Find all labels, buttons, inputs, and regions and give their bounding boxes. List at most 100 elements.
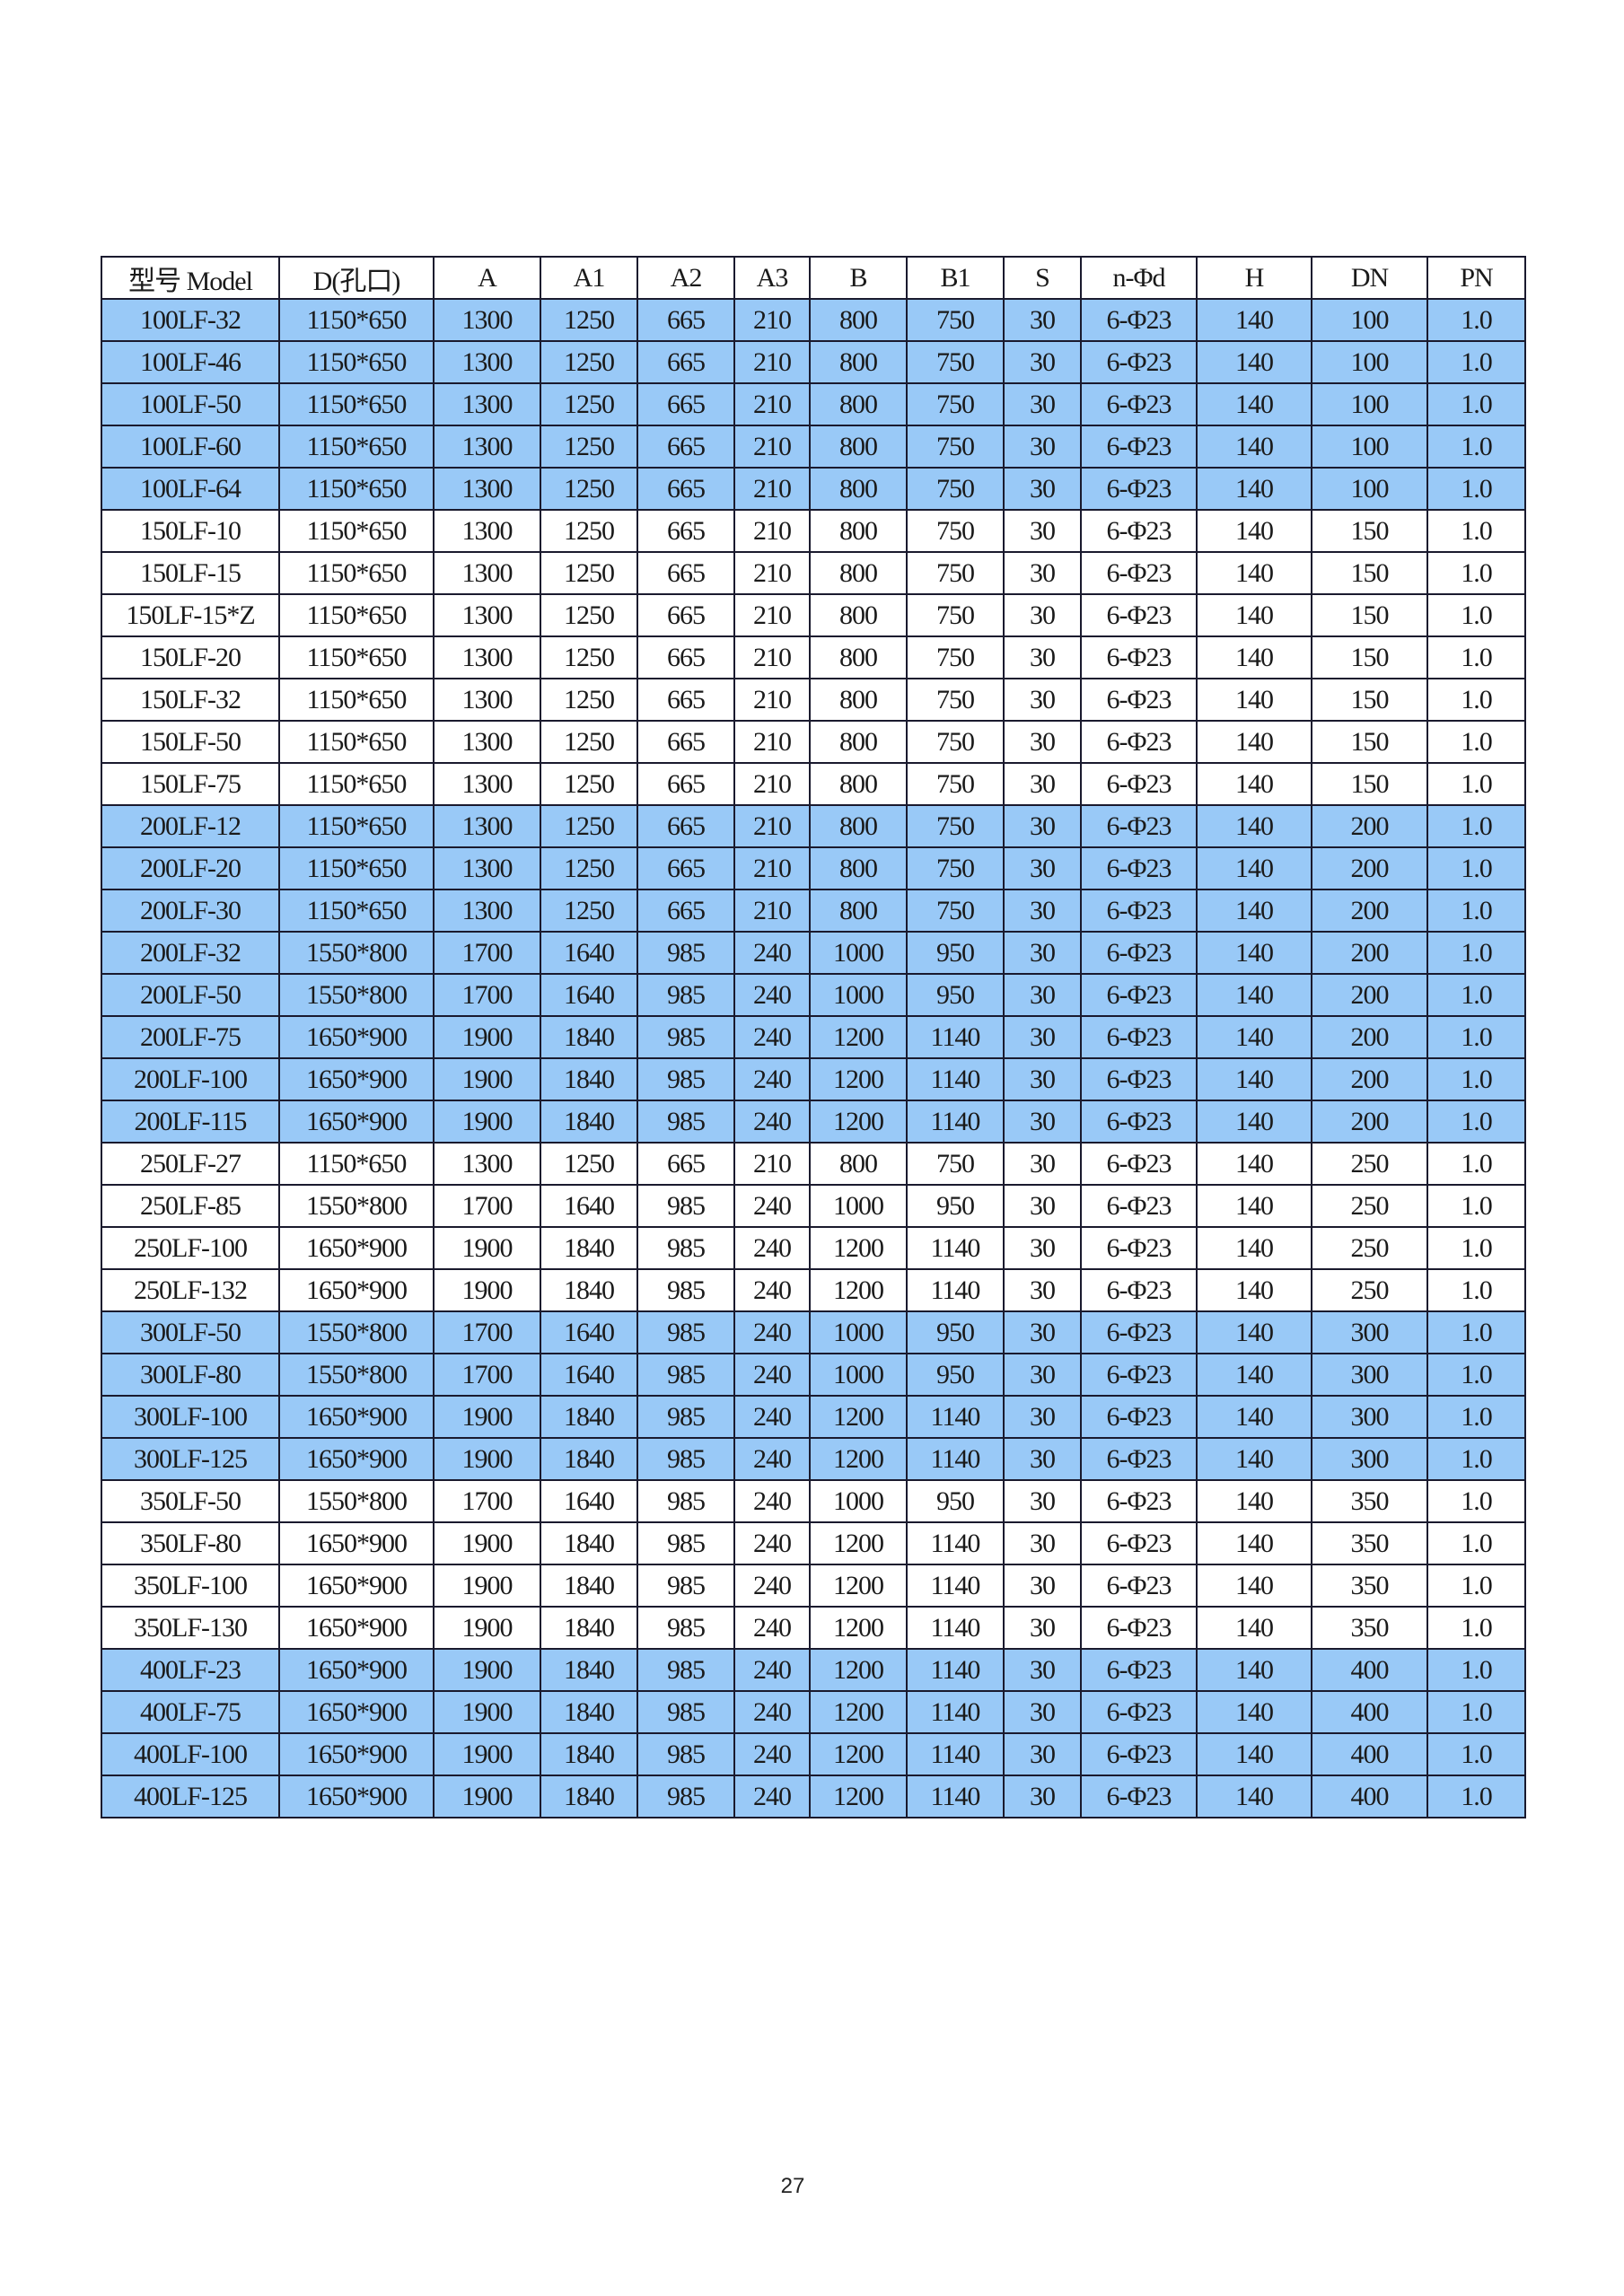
table-cell: 800 [809, 467, 908, 511]
table-cell: 1.0 [1426, 931, 1526, 975]
table-cell: 1900 [433, 1100, 541, 1144]
table-cell: 1250 [540, 509, 638, 553]
table-row: 200LF-20 1150*650 1300 1250 665 210 800 750 30 6-… [101, 846, 1526, 890]
table-cell: 6-Φ23 [1080, 1648, 1198, 1692]
table-cell: 300 [1311, 1353, 1428, 1397]
model-cell: 300LF-50 [101, 1310, 280, 1354]
table-cell: 240 [733, 1310, 811, 1354]
model-cell: 200LF-100 [101, 1057, 280, 1101]
table-cell: 200 [1311, 931, 1428, 975]
table-cell: 240 [733, 1690, 811, 1734]
table-cell: 30 [1003, 846, 1082, 890]
model-cell: 250LF-132 [101, 1268, 280, 1312]
table-cell: 6-Φ23 [1080, 1184, 1198, 1228]
table-cell: 1300 [433, 425, 541, 469]
table-cell: 1150*650 [278, 467, 435, 511]
table-cell: 1250 [540, 635, 638, 679]
table-cell: 1000 [809, 931, 908, 975]
table-cell: 1650*900 [278, 1521, 435, 1565]
table-cell: 6-Φ23 [1080, 678, 1198, 722]
table-cell: 800 [809, 425, 908, 469]
table-cell: 6-Φ23 [1080, 804, 1198, 848]
table-cell: 250 [1311, 1142, 1428, 1186]
table-cell: 30 [1003, 1353, 1082, 1397]
table-cell: 1140 [906, 1015, 1005, 1059]
table-cell: 1650*900 [278, 1775, 435, 1818]
table-cell: 985 [636, 1015, 735, 1059]
table-cell: 1840 [540, 1648, 638, 1692]
table-cell: 30 [1003, 340, 1082, 384]
table-cell: 1140 [906, 1690, 1005, 1734]
table-cell: 750 [906, 551, 1005, 595]
table-cell: 350 [1311, 1606, 1428, 1650]
table-cell: 750 [906, 720, 1005, 764]
table-cell: 30 [1003, 1564, 1082, 1608]
table-cell: 750 [906, 762, 1005, 806]
table-cell: 1150*650 [278, 509, 435, 553]
table-cell: 30 [1003, 1395, 1082, 1439]
table-cell: 750 [906, 678, 1005, 722]
table-cell: 1140 [906, 1268, 1005, 1312]
table-cell: 800 [809, 762, 908, 806]
table-row: 100LF-32 1150*650 1300 1250 665 210 800 750 30 6-… [101, 298, 1526, 342]
model-cell: 250LF-100 [101, 1226, 280, 1270]
table-cell: 140 [1196, 678, 1312, 722]
table-cell: 240 [733, 1521, 811, 1565]
table-cell: 1.0 [1426, 1437, 1526, 1481]
table-cell: 1300 [433, 509, 541, 553]
table-cell: 6-Φ23 [1080, 1437, 1198, 1481]
table-cell: 150 [1311, 762, 1428, 806]
table-cell: 400 [1311, 1732, 1428, 1776]
table-cell: 1840 [540, 1268, 638, 1312]
table-cell: 1150*650 [278, 340, 435, 384]
table-cell: 140 [1196, 593, 1312, 637]
table-cell: 1.0 [1426, 551, 1526, 595]
table-cell: 950 [906, 973, 1005, 1017]
table-cell: 240 [733, 1606, 811, 1650]
table-cell: 30 [1003, 1437, 1082, 1481]
table-cell: 1.0 [1426, 1648, 1526, 1692]
table-cell: 6-Φ23 [1080, 1226, 1198, 1270]
table-cell: 140 [1196, 340, 1312, 384]
table-cell: 800 [809, 678, 908, 722]
table-cell: 800 [809, 1142, 908, 1186]
table-cell: 30 [1003, 1015, 1082, 1059]
table-cell: 240 [733, 1353, 811, 1397]
table-cell: 140 [1196, 1142, 1312, 1186]
table-cell: 1300 [433, 804, 541, 848]
table-cell: 30 [1003, 1479, 1082, 1523]
table-cell: 950 [906, 1353, 1005, 1397]
table-cell: 1.0 [1426, 1479, 1526, 1523]
table-cell: 150 [1311, 635, 1428, 679]
table-cell: 1.0 [1426, 1015, 1526, 1059]
model-cell: 100LF-50 [101, 382, 280, 426]
table-row: 200LF-50 1550*800 1700 1640 985 240 1000 950 30 6… [101, 973, 1526, 1017]
table-cell: 1840 [540, 1732, 638, 1776]
table-cell: 1250 [540, 382, 638, 426]
table-cell: 1200 [809, 1437, 908, 1481]
table-cell: 1140 [906, 1395, 1005, 1439]
table-cell: 140 [1196, 846, 1312, 890]
table-cell: 6-Φ23 [1080, 1015, 1198, 1059]
table-cell: 1.0 [1426, 846, 1526, 890]
table-cell: 30 [1003, 1184, 1082, 1228]
table-cell: 1250 [540, 846, 638, 890]
table-cell: 800 [809, 593, 908, 637]
table-cell: 140 [1196, 931, 1312, 975]
table-cell: 1.0 [1426, 425, 1526, 469]
table-cell: 210 [733, 846, 811, 890]
table-cell: 1.0 [1426, 1353, 1526, 1397]
table-cell: 140 [1196, 1564, 1312, 1608]
table-cell: 1700 [433, 1479, 541, 1523]
table-cell: 1000 [809, 973, 908, 1017]
table-cell: 1840 [540, 1100, 638, 1144]
table-cell: 1140 [906, 1732, 1005, 1776]
table-row: 300LF-125 1650*900 1900 1840 985 240 1200 1140 3… [101, 1437, 1526, 1481]
model-cell: 300LF-125 [101, 1437, 280, 1481]
table-cell: 1150*650 [278, 889, 435, 933]
table-cell: 985 [636, 973, 735, 1017]
table-cell: 800 [809, 551, 908, 595]
table-cell: 985 [636, 1226, 735, 1270]
table-cell: 1300 [433, 678, 541, 722]
table-cell: 150 [1311, 593, 1428, 637]
